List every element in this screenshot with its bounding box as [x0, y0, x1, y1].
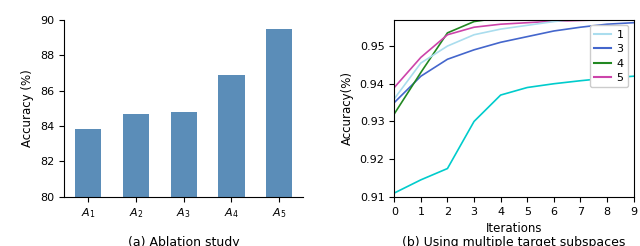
Legend: 1, 3, 4, 5: 1, 3, 4, 5 [590, 25, 628, 88]
Text: (b) Using multiple target subspaces: (b) Using multiple target subspaces [403, 236, 626, 246]
Text: (a) Ablation study: (a) Ablation study [128, 236, 239, 246]
Bar [75, 129, 101, 246]
Bar [170, 112, 197, 246]
Y-axis label: Accuracy (%): Accuracy (%) [22, 69, 35, 147]
X-axis label: Iterations: Iterations [486, 222, 542, 235]
Bar [218, 75, 244, 246]
Bar [123, 114, 149, 246]
Bar [266, 29, 292, 246]
Y-axis label: Accuracy(%): Accuracy(%) [341, 71, 354, 145]
